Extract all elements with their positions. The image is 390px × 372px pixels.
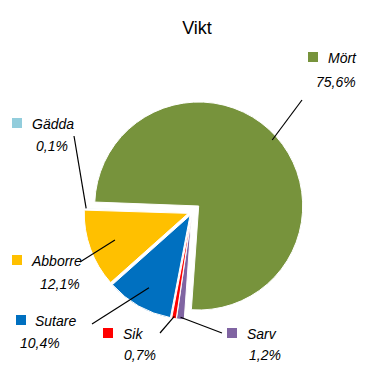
slice <box>84 210 188 282</box>
leader-line <box>160 316 174 333</box>
label-marker <box>16 315 26 325</box>
data-label: 10,4% <box>20 335 60 351</box>
data-label: 0,7% <box>124 347 156 363</box>
category-label: Sutare <box>35 313 76 329</box>
leader-line <box>92 288 149 324</box>
category-label: Gädda <box>32 116 74 132</box>
chart: Vikt Mört 75,6% Sarv 1,2% Sik 0,7% Sutare 10,4% A… <box>0 0 390 372</box>
title: Vikt <box>182 18 212 38</box>
data-label: 1,2% <box>249 347 281 363</box>
category-label: Mört <box>328 50 357 66</box>
data-label: 12,1% <box>40 276 80 292</box>
label-marker <box>227 328 237 338</box>
leader-line <box>74 136 86 208</box>
label-marker <box>103 328 113 338</box>
label-marker <box>308 52 318 62</box>
leader-line <box>272 100 302 140</box>
label-marker <box>12 255 22 265</box>
leader-line <box>181 317 222 333</box>
category-label: Sik <box>123 326 143 342</box>
label-marker <box>12 118 22 128</box>
category-label: Abborre <box>31 253 82 269</box>
data-label: 0,1% <box>36 138 68 154</box>
leader-line <box>80 240 115 262</box>
slice <box>84 208 188 212</box>
category-label: Sarv <box>247 326 277 342</box>
data-labels: Mört 75,6% Sarv 1,2% Sik 0,7% Sutare 10,4% Abbor… <box>12 50 357 363</box>
pie <box>84 102 303 320</box>
data-label: 75,6% <box>316 74 356 90</box>
